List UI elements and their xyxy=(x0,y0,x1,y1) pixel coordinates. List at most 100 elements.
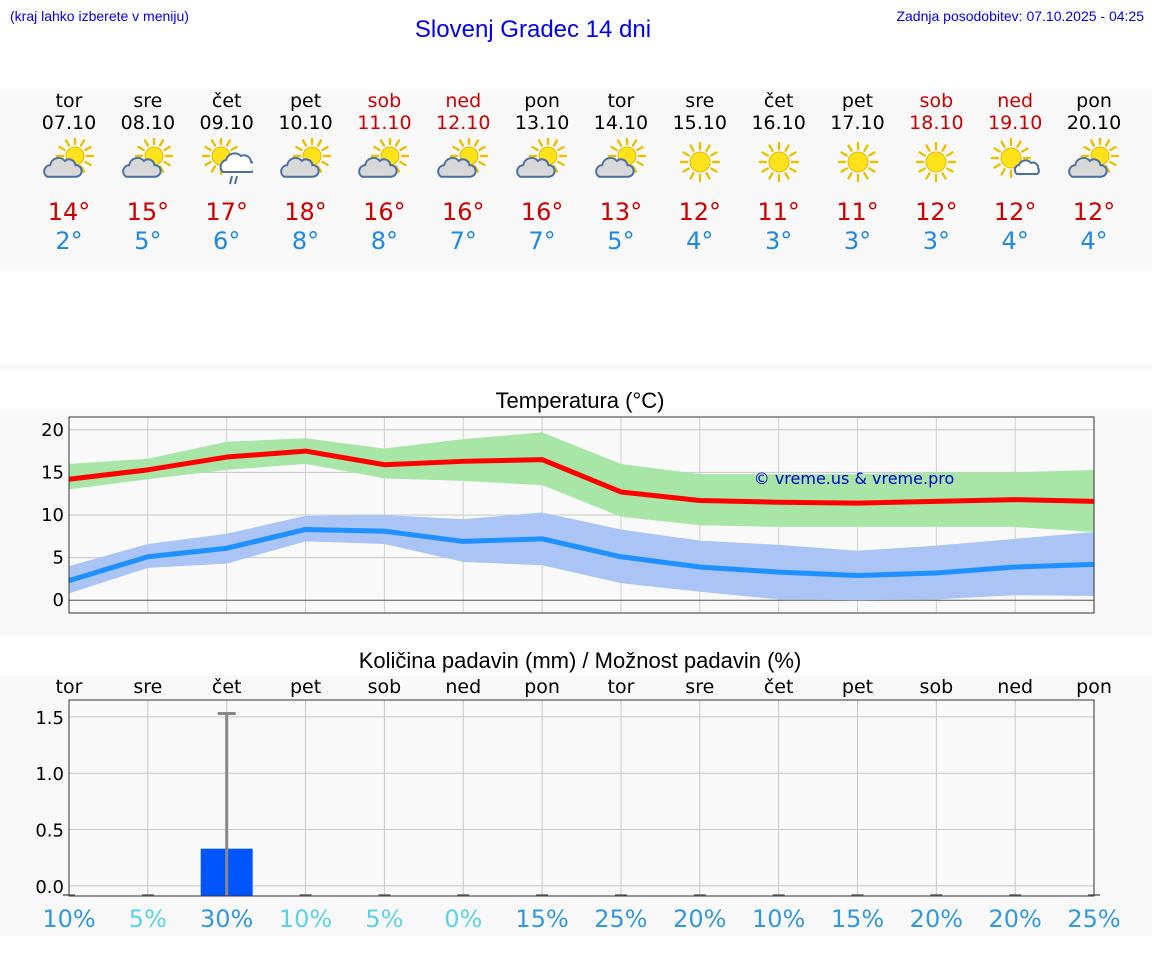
sun-icon xyxy=(679,141,720,183)
day-column: sob 11.10 16° 8° xyxy=(344,90,424,260)
temp-min: 7° xyxy=(528,227,556,255)
partly-cloudy-icon xyxy=(595,138,647,178)
day-name: sre xyxy=(133,90,163,112)
sun-cloud-rain-icon xyxy=(201,138,253,185)
day-column: sob 18.10 12° 3° xyxy=(896,90,976,260)
day-name: pon xyxy=(524,90,560,112)
partly-cloudy-icon xyxy=(122,138,174,178)
temperature-chart-title: Temperatura (°C) xyxy=(495,388,665,413)
temp-min: 3° xyxy=(922,227,950,255)
location-menu-hint: (kraj lahko izberete v meniju) xyxy=(10,8,189,24)
temperature-chart-band xyxy=(0,410,1152,635)
day-date: 10.10 xyxy=(278,112,333,134)
temp-min: 3° xyxy=(843,227,872,255)
page-title: Slovenj Gradec 14 dni xyxy=(414,16,652,43)
temp-max: 11° xyxy=(836,198,879,226)
partly-cloudy-icon xyxy=(43,138,95,178)
temp-min: 3° xyxy=(765,227,793,255)
temp-max: 12° xyxy=(915,198,958,226)
temp-min: 7° xyxy=(449,227,477,255)
temp-max: 12° xyxy=(993,198,1037,226)
day-name: pet xyxy=(841,90,874,112)
temp-min: 6° xyxy=(213,227,241,255)
partly-cloudy-icon xyxy=(358,138,410,178)
day-name: sob xyxy=(919,90,954,112)
sun-rays xyxy=(916,141,957,183)
temp-max: 14° xyxy=(47,198,91,226)
day-column: ned 12.10 16° 7° xyxy=(423,90,503,260)
temp-min: 2° xyxy=(55,227,83,255)
day-name: sob xyxy=(367,90,402,112)
sun-rays xyxy=(758,141,799,183)
day-column: ned 19.10 12° 4° xyxy=(975,90,1055,260)
temp-min: 4° xyxy=(686,227,714,255)
day-date: 17.10 xyxy=(830,112,885,134)
day-date: 08.10 xyxy=(120,112,176,134)
partly-cloudy-icon xyxy=(358,138,410,178)
temp-max: 15° xyxy=(126,198,170,226)
day-date: 20.10 xyxy=(1066,112,1122,134)
day-name: tor xyxy=(55,90,83,112)
temp-max: 11° xyxy=(757,198,800,226)
temp-min: 4° xyxy=(1001,227,1029,255)
sun-small-cloud-icon xyxy=(990,138,1041,179)
day-column: pet 17.10 11° 3° xyxy=(818,90,898,260)
partly-cloudy-icon xyxy=(1068,138,1120,178)
day-name: tor xyxy=(607,90,635,112)
temp-max: 13° xyxy=(599,198,643,226)
temp-max: 18° xyxy=(284,198,327,226)
spacer-line xyxy=(0,365,1152,370)
day-column: pon 20.10 12° 4° xyxy=(1054,90,1134,260)
day-column: tor 07.10 14° 2° xyxy=(29,90,109,260)
sun-icon xyxy=(837,141,878,183)
day-date: 14.10 xyxy=(593,112,649,134)
partly-cloudy-icon xyxy=(516,138,568,178)
partly-cloudy-icon xyxy=(516,138,568,178)
partly-cloudy-icon xyxy=(437,138,489,178)
day-column: sre 15.10 12° 4° xyxy=(660,90,740,260)
day-date: 13.10 xyxy=(514,112,570,134)
partly-cloudy-icon xyxy=(595,138,647,178)
day-date: 09.10 xyxy=(199,112,254,134)
partly-cloudy-icon xyxy=(279,138,331,178)
day-column: pon 13.10 16° 7° xyxy=(502,90,582,260)
day-date: 16.10 xyxy=(751,112,806,134)
day-name: čet xyxy=(211,90,242,112)
temp-max: 16° xyxy=(520,198,564,226)
sun-rays xyxy=(837,141,878,183)
partly-cloudy-icon xyxy=(122,138,174,178)
day-name: pon xyxy=(1076,90,1112,112)
day-date: 15.10 xyxy=(672,112,727,134)
day-name: pet xyxy=(289,90,322,112)
temp-min: 4° xyxy=(1080,227,1108,255)
day-date: 19.10 xyxy=(987,112,1043,134)
precip-chart-title: Količina padavin (mm) / Možnost padavin … xyxy=(358,648,802,673)
day-column: sre 08.10 15° 5° xyxy=(108,90,188,260)
temp-max: 16° xyxy=(363,198,406,226)
day-name: čet xyxy=(763,90,794,112)
day-name: sre xyxy=(685,90,715,112)
sun-icon xyxy=(758,141,799,183)
day-name: ned xyxy=(445,90,482,112)
temp-max: 16° xyxy=(441,198,485,226)
temp-min: 8° xyxy=(291,227,320,255)
sun-small-cloud-icon xyxy=(990,138,1041,179)
sun-icon xyxy=(916,141,957,183)
day-date: 18.10 xyxy=(909,112,964,134)
temp-min: 5° xyxy=(134,227,162,255)
day-column: pet 10.10 18° 8° xyxy=(266,90,346,260)
sun-icon xyxy=(837,141,878,183)
sun-icon xyxy=(916,141,957,183)
sun-icon xyxy=(758,141,799,183)
day-column: tor 14.10 13° 5° xyxy=(581,90,661,260)
daily-forecast-band xyxy=(0,90,1152,270)
temp-max: 12° xyxy=(1072,198,1116,226)
precip-chart-band xyxy=(0,676,1152,936)
sun-rays xyxy=(371,138,410,176)
partly-cloudy-icon xyxy=(437,138,489,178)
sun-cloud-rain-icon xyxy=(201,138,253,185)
sun-icon xyxy=(679,141,720,183)
day-column: čet 16.10 11° 3° xyxy=(739,90,819,260)
temp-max: 12° xyxy=(678,198,722,226)
day-date: 11.10 xyxy=(357,112,412,134)
